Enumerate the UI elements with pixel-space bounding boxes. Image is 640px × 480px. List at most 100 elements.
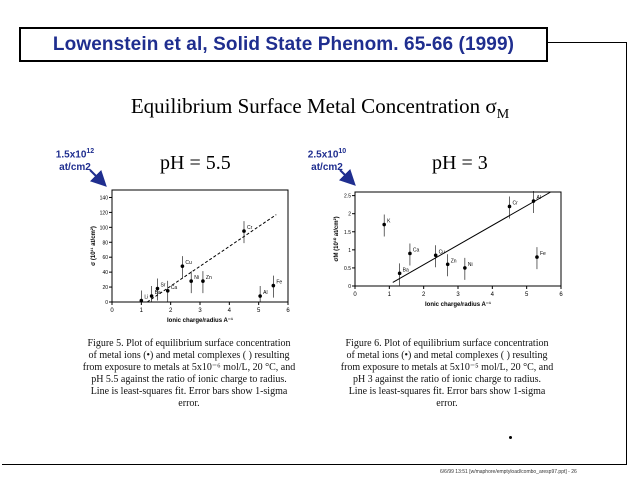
x-tick-label: 4 <box>491 292 495 298</box>
left-caption-line: error. <box>178 398 200 409</box>
data-point <box>149 294 154 298</box>
data-point-label: Fe <box>540 251 546 257</box>
right-caption-line: Line is least-squares fit. Error bars sh… <box>348 386 546 397</box>
data-point-label: Ba <box>155 290 161 296</box>
y-tick-label: 0 <box>348 284 351 290</box>
right-caption-line: pH 3 against the ratio of ionic charge t… <box>352 374 542 385</box>
fit-line <box>146 214 277 303</box>
left-caption-line: of metal ions (•) and metal complexes ( … <box>88 350 290 361</box>
left-unit-value: 1.5x10 <box>55 149 87 161</box>
right-caption-line: from exposure to metals at 5x10⁻⁵ mol/L,… <box>340 362 554 373</box>
x-tick-label: 1 <box>140 308 144 314</box>
data-point-label: Ni <box>194 275 199 281</box>
x-tick-label: 1 <box>388 292 392 298</box>
x-tick-label: 5 <box>257 308 261 314</box>
left-figure-caption: Figure 5. Plot of equilibrium surface co… <box>74 338 304 410</box>
x-tick-label: 5 <box>525 292 529 298</box>
data-point-label: Fe <box>276 280 282 286</box>
y-tick-label: 80 <box>102 240 108 246</box>
frame-right-border <box>626 42 627 464</box>
slide-title: Equilibrium Surface Metal Concentration … <box>0 94 640 123</box>
data-point <box>535 255 539 259</box>
title-main: Equilibrium Surface Metal Concentration … <box>130 94 497 118</box>
data-point <box>433 253 438 258</box>
data-point <box>382 222 386 227</box>
footer-note: 6/6/99 13:51 [w/maphore/emptyload/combo_… <box>440 469 577 475</box>
right-caption-line: Figure 6. Plot of equilibrium surface co… <box>345 338 549 349</box>
right-arrow <box>338 168 356 186</box>
left-unit-note: 1.5x1012 at/cm2 <box>45 145 105 174</box>
plot-frame <box>111 189 289 303</box>
y-tick-label: 20 <box>102 285 108 291</box>
frame-connector <box>548 42 627 43</box>
y-tick-label: 60 <box>102 255 108 261</box>
right-unit-value: 2.5x10 <box>307 149 339 161</box>
plot-frame <box>354 191 562 287</box>
data-point <box>408 251 412 256</box>
data-point-label: Ca <box>171 285 178 291</box>
data-point-label: Sr <box>160 283 165 289</box>
y-tick-label: 1 <box>348 248 351 254</box>
data-point <box>507 204 512 209</box>
right-ph-label: pH = 3 <box>432 152 488 174</box>
data-point <box>397 271 402 276</box>
y-tick-label: 0 <box>105 300 108 306</box>
x-tick-label: 2 <box>169 308 173 314</box>
data-point-label: Cu <box>185 260 192 266</box>
right-caption-line: error. <box>436 398 458 409</box>
left-caption-line: Line is least-squares fit. Error bars sh… <box>90 386 288 397</box>
left-caption-line: pH 5.5 against the ratio of ionic charge… <box>91 374 287 385</box>
bullet-dot <box>509 436 512 439</box>
citation-box: Lowenstein et al, Solid State Phenom. 65… <box>19 27 548 62</box>
frame-bottom-border <box>2 464 627 465</box>
y-tick-label: 1.5 <box>344 230 351 236</box>
data-point <box>180 264 185 268</box>
x-tick-label: 0 <box>110 308 114 314</box>
data-point <box>258 294 262 298</box>
citation-text: Lowenstein et al, Solid State Phenom. 65… <box>52 33 515 55</box>
data-point-label: Ca <box>413 247 420 253</box>
data-point <box>531 199 536 203</box>
left-ph-label: pH = 5.5 <box>160 152 231 174</box>
data-point-label: Al <box>263 290 267 296</box>
data-point-label: K <box>387 219 391 225</box>
x-tick-label: 4 <box>228 308 232 314</box>
data-point <box>271 283 276 288</box>
y-tick-label: 2 <box>348 212 351 218</box>
data-point <box>445 262 450 267</box>
left-unit-exp: 12 <box>86 148 95 155</box>
data-point-label: Ba <box>403 267 409 273</box>
title-subscript: M <box>496 107 510 122</box>
right-unit-note: 2.5x1010 at/cm2 <box>296 145 358 174</box>
x-tick-label: 2 <box>422 292 426 298</box>
right-scatter-chart: 0 1 2 3 4 5 6 0 0.5 1 1.5 2 2.5 Ionic charge/radius A… <box>333 191 563 308</box>
right-unit-exp: 10 <box>338 148 347 155</box>
data-point <box>242 229 246 233</box>
right-figure-caption: Figure 6. Plot of equilibrium surface co… <box>318 338 576 410</box>
data-point <box>201 279 205 283</box>
x-tick-label: 6 <box>286 308 290 314</box>
data-point <box>139 298 144 303</box>
y-axis-label: σ (10¹¹ at/cm²) <box>90 226 97 266</box>
y-axis-label: σM (10¹⁰ at/cm²) <box>333 216 340 261</box>
fit-line <box>392 191 551 283</box>
left-caption-line: Figure 5. Plot of equilibrium surface co… <box>87 338 291 349</box>
x-axis-label: Ionic charge/radius A⁻¹ <box>425 301 491 308</box>
data-point <box>189 279 193 283</box>
data-point-label: Al <box>537 195 541 201</box>
x-tick-label: 6 <box>559 292 563 298</box>
y-tick-label: 2.5 <box>344 194 351 200</box>
y-tick-label: 40 <box>102 270 108 276</box>
data-point <box>155 286 160 291</box>
y-tick-label: 120 <box>100 210 109 216</box>
data-point-label: Cu <box>439 249 446 255</box>
x-axis-label: Ionic charge/radius A⁻¹ <box>167 317 233 324</box>
right-caption-line: of metal ions (•) and metal complexes ( … <box>346 350 548 361</box>
left-caption-line: from exposure to metals at 5x10⁻⁶ mol/L,… <box>82 362 296 373</box>
data-point-label: Ni <box>468 262 473 268</box>
y-tick-label: 100 <box>100 225 109 231</box>
data-point-label: Li <box>144 295 148 301</box>
data-point-label: Cr <box>247 225 253 231</box>
